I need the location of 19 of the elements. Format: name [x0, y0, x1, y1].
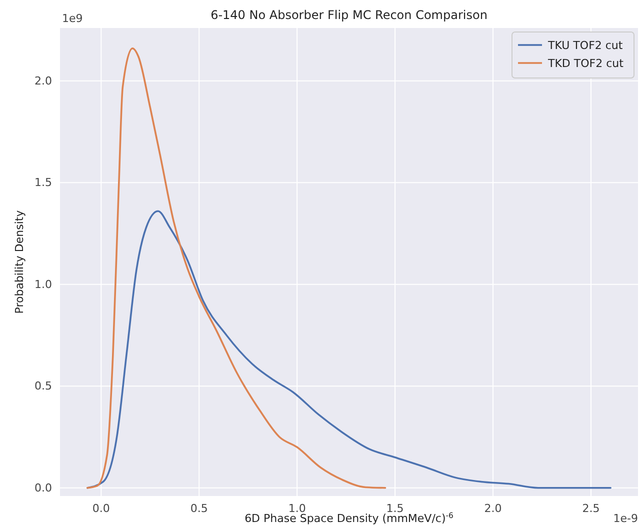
x-tick-label: 0.0: [92, 502, 110, 515]
y-tick-label: 1.0: [34, 278, 52, 291]
y-tick-label: 2.0: [34, 74, 52, 88]
x-tick-label: 2.0: [484, 502, 502, 515]
y-tick-label: 0.0: [34, 481, 52, 494]
text: 1e9: [62, 12, 83, 25]
line-series: [86, 47, 386, 489]
y-tick-label: 0.5: [34, 380, 52, 393]
x-tick-label: 2.5: [582, 502, 600, 515]
y-axis-title: Probability Density: [13, 210, 26, 314]
x-tick-label: 1.5: [386, 502, 404, 515]
line-series: [86, 210, 612, 489]
x-tick-label: 1.0: [288, 502, 306, 515]
text: 1e-9: [613, 512, 638, 525]
y-tick-label: 1.5: [34, 176, 52, 190]
x-tick-label: 0.5: [190, 502, 208, 515]
chart-title: 6-140 No Absorber Flip MC Recon Comparison: [210, 8, 488, 22]
legend-label: TKD TOF2 cut: [547, 57, 624, 70]
legend-label: TKU TOF2 cut: [547, 39, 624, 52]
